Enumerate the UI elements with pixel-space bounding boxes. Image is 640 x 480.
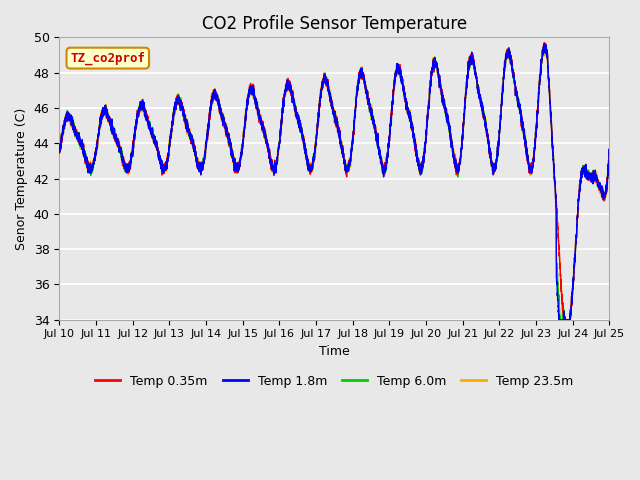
Temp 0.35m [540, 40, 548, 46]
Temp 6.0m [385, 137, 393, 143]
Y-axis label: Senor Temperature (C): Senor Temperature (C) [15, 108, 28, 250]
Temp 23.5m [605, 153, 613, 158]
Temp 1.8m [413, 154, 421, 159]
Temp 23.5m [508, 58, 515, 64]
Legend: Temp 0.35m, Temp 1.8m, Temp 6.0m, Temp 23.5m: Temp 0.35m, Temp 1.8m, Temp 6.0m, Temp 2… [90, 370, 579, 393]
Temp 0.35m [508, 56, 515, 62]
Temp 0.35m [413, 156, 421, 161]
Temp 1.8m [156, 154, 163, 159]
Temp 0.35m [605, 152, 613, 157]
Temp 6.0m [413, 155, 421, 161]
Temp 0.35m [561, 317, 568, 323]
Temp 1.8m [385, 134, 393, 140]
Temp 6.0m [56, 149, 63, 155]
Temp 23.5m [413, 153, 421, 159]
Temp 1.8m [466, 56, 474, 61]
Temp 6.0m [156, 152, 163, 157]
Temp 23.5m [385, 136, 393, 142]
Temp 6.0m [556, 317, 564, 323]
Temp 0.35m [466, 57, 474, 62]
Temp 1.8m [605, 153, 613, 159]
Temp 23.5m [156, 154, 163, 159]
Temp 23.5m [542, 40, 550, 46]
Temp 1.8m [555, 317, 563, 323]
Temp 0.35m [385, 133, 393, 139]
Temp 0.35m [56, 149, 63, 155]
Line: Temp 6.0m: Temp 6.0m [60, 45, 609, 320]
Temp 23.5m [56, 148, 63, 154]
Temp 23.5m [466, 57, 474, 62]
Temp 6.0m [605, 155, 613, 161]
Temp 6.0m [508, 59, 515, 65]
Temp 1.8m [266, 149, 273, 155]
Temp 0.35m [156, 151, 163, 156]
Temp 23.5m [561, 317, 568, 323]
Title: CO2 Profile Sensor Temperature: CO2 Profile Sensor Temperature [202, 15, 467, 33]
Line: Temp 23.5m: Temp 23.5m [60, 43, 609, 320]
Temp 1.8m [541, 41, 548, 47]
Temp 6.0m [266, 150, 273, 156]
Temp 23.5m [266, 149, 273, 155]
Line: Temp 0.35m: Temp 0.35m [60, 43, 609, 320]
Temp 1.8m [56, 150, 63, 156]
X-axis label: Time: Time [319, 345, 349, 358]
Line: Temp 1.8m: Temp 1.8m [60, 44, 609, 320]
Temp 6.0m [466, 54, 474, 60]
Text: TZ_co2prof: TZ_co2prof [70, 51, 145, 65]
Temp 1.8m [508, 60, 515, 65]
Temp 6.0m [541, 42, 548, 48]
Temp 0.35m [266, 152, 273, 158]
